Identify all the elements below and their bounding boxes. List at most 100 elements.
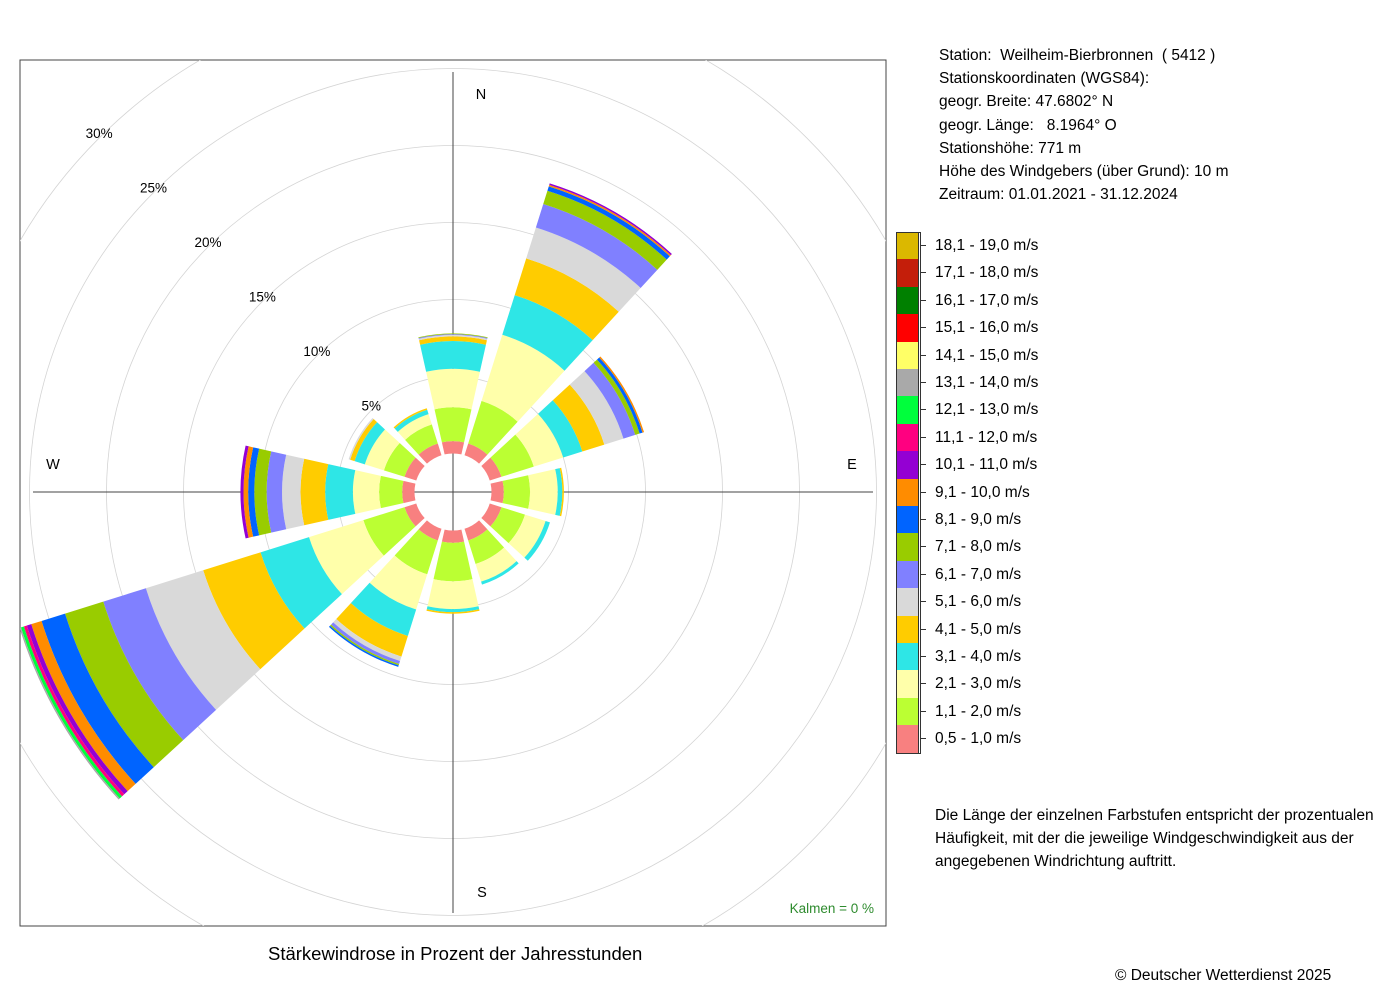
wedge-segment [481,503,502,527]
ring-labels: 5% 10% 15% 20% 25% 30% [86,126,381,413]
wedge-segment [394,409,429,432]
legend-swatch [896,725,919,753]
wedge-segment [350,419,378,462]
legend-label: 4,1 - 5,0 m/s [935,620,1022,638]
wedge-segment [502,475,531,509]
legend-item: 2,1 - 3,0 m/s [896,670,1096,698]
legend-note: Die Länge der einzelnen Farbstufen entsp… [935,807,1374,870]
wedge-segment [418,333,488,338]
wedge-segment [379,475,404,509]
legend-label: 1,1 - 2,0 m/s [935,702,1022,720]
wedge-segment [260,537,342,629]
wedge-segment [526,227,641,312]
wind-wedges [20,183,672,800]
wedge-segment [426,609,480,614]
wedge-segment [464,443,488,464]
station-info-line: Stationshöhe: 771 m [939,139,1082,157]
wedge-segment [538,400,583,458]
wedge-segment [418,520,442,541]
wedge-segment [441,441,465,455]
legend-label: 9,1 - 10,0 m/s [935,483,1030,501]
wedge-segment [427,579,479,610]
station-info-line: Höhe des Windgebers (über Grund): 10 m [939,163,1229,181]
station-info-line: geogr. Länge: 8.1964° O [939,116,1117,134]
legend-swatch [896,259,919,287]
legend-label: 8,1 - 9,0 m/s [935,511,1022,528]
legend-tick [920,656,926,657]
chart-caption: Stärkewindrose in Prozent der Jahresstun… [268,943,643,964]
legend-swatch [896,615,919,643]
wedge-segment [352,470,381,514]
wedge-270 [240,445,416,539]
legend-tick [920,409,926,411]
station-info-line: Zeitraum: 01.01.2021 - 31.12.2024 [939,186,1178,204]
wedge-segment [240,445,249,539]
wedge-segment [515,413,564,467]
legend-swatch [896,670,919,698]
legend-item: 10,1 - 11,0 m/s [896,451,1096,479]
wedge-segment [65,601,184,768]
compass-label-w: W [46,457,60,473]
station-info: Station: Weilheim-Bierbronnen ( 5412 ) St… [939,44,1228,206]
wedge-segment [397,414,432,440]
legend-tick [920,601,926,603]
legend-item: 5,1 - 6,0 m/s [896,588,1096,616]
wedge-segment [282,454,305,530]
legend-item: 11,1 - 12,0 m/s [896,423,1096,452]
wedge-segment [569,371,624,445]
wedge-segment [41,613,154,784]
wedge-150 [464,520,519,585]
legend-label: 10,1 - 11,0 m/s [935,456,1038,474]
legend-item: 8,1 - 9,0 m/s [896,506,1096,534]
grid-ring [29,68,877,916]
station-info-line: Station: Weilheim-Bierbronnen ( 5412 ) [939,47,1216,64]
wedge-segment [552,384,605,452]
station-info-line: Stationskoordinaten (WGS84): [939,70,1150,88]
legend-label: 3,1 - 4,0 m/s [935,648,1022,665]
legend-item: 3,1 - 4,0 m/s [896,643,1096,671]
wedge-180 [426,529,480,614]
legend-item: 15,1 - 16,0 m/s [896,314,1096,342]
wedge-segment [481,561,519,585]
legend-tick [920,573,926,575]
legend-swatch [896,560,919,589]
legend-tick [920,628,926,630]
legend-swatch [896,423,919,452]
legend-swatch [896,451,919,479]
legend-swatch [896,396,919,424]
legend-label: 5,1 - 6,0 m/s [935,593,1022,611]
legend-swatch [896,341,919,369]
legend-tick [920,464,926,466]
legend-tick [920,491,926,493]
wedge-segment [418,334,488,341]
ring-label: 10% [303,344,330,359]
wedge-segment [502,295,593,371]
legend-swatch [896,286,919,315]
wedge-segment [547,186,670,260]
wedge-0 [418,333,488,455]
wedge-segment [481,457,502,481]
legend-item: 4,1 - 5,0 m/s [896,615,1096,643]
wedge-segment [434,407,472,443]
wedge-segment [350,582,417,637]
wedge-segment [475,547,517,582]
wedge-segment [468,529,505,565]
wedge-segment [266,451,287,533]
wedge-240 [20,503,425,800]
legend-tick [920,327,926,329]
ring-label: 30% [86,126,113,141]
legend-item: 17,1 - 18,0 m/s [896,259,1096,287]
legend-item: 9,1 - 10,0 m/s [896,478,1096,506]
wedge-30 [464,183,672,464]
wedge-60 [481,356,645,481]
wedge-segment [333,618,402,661]
legend-tick [920,272,926,274]
legend-label: 6,1 - 7,0 m/s [935,565,1022,583]
wedge-segment [593,359,640,435]
legend-swatch [896,478,919,506]
legend-swatch [896,588,919,616]
wedge-segment [364,429,400,471]
ring-label: 5% [362,398,382,413]
wedge-120 [481,503,550,561]
wedge-segment [584,362,636,439]
